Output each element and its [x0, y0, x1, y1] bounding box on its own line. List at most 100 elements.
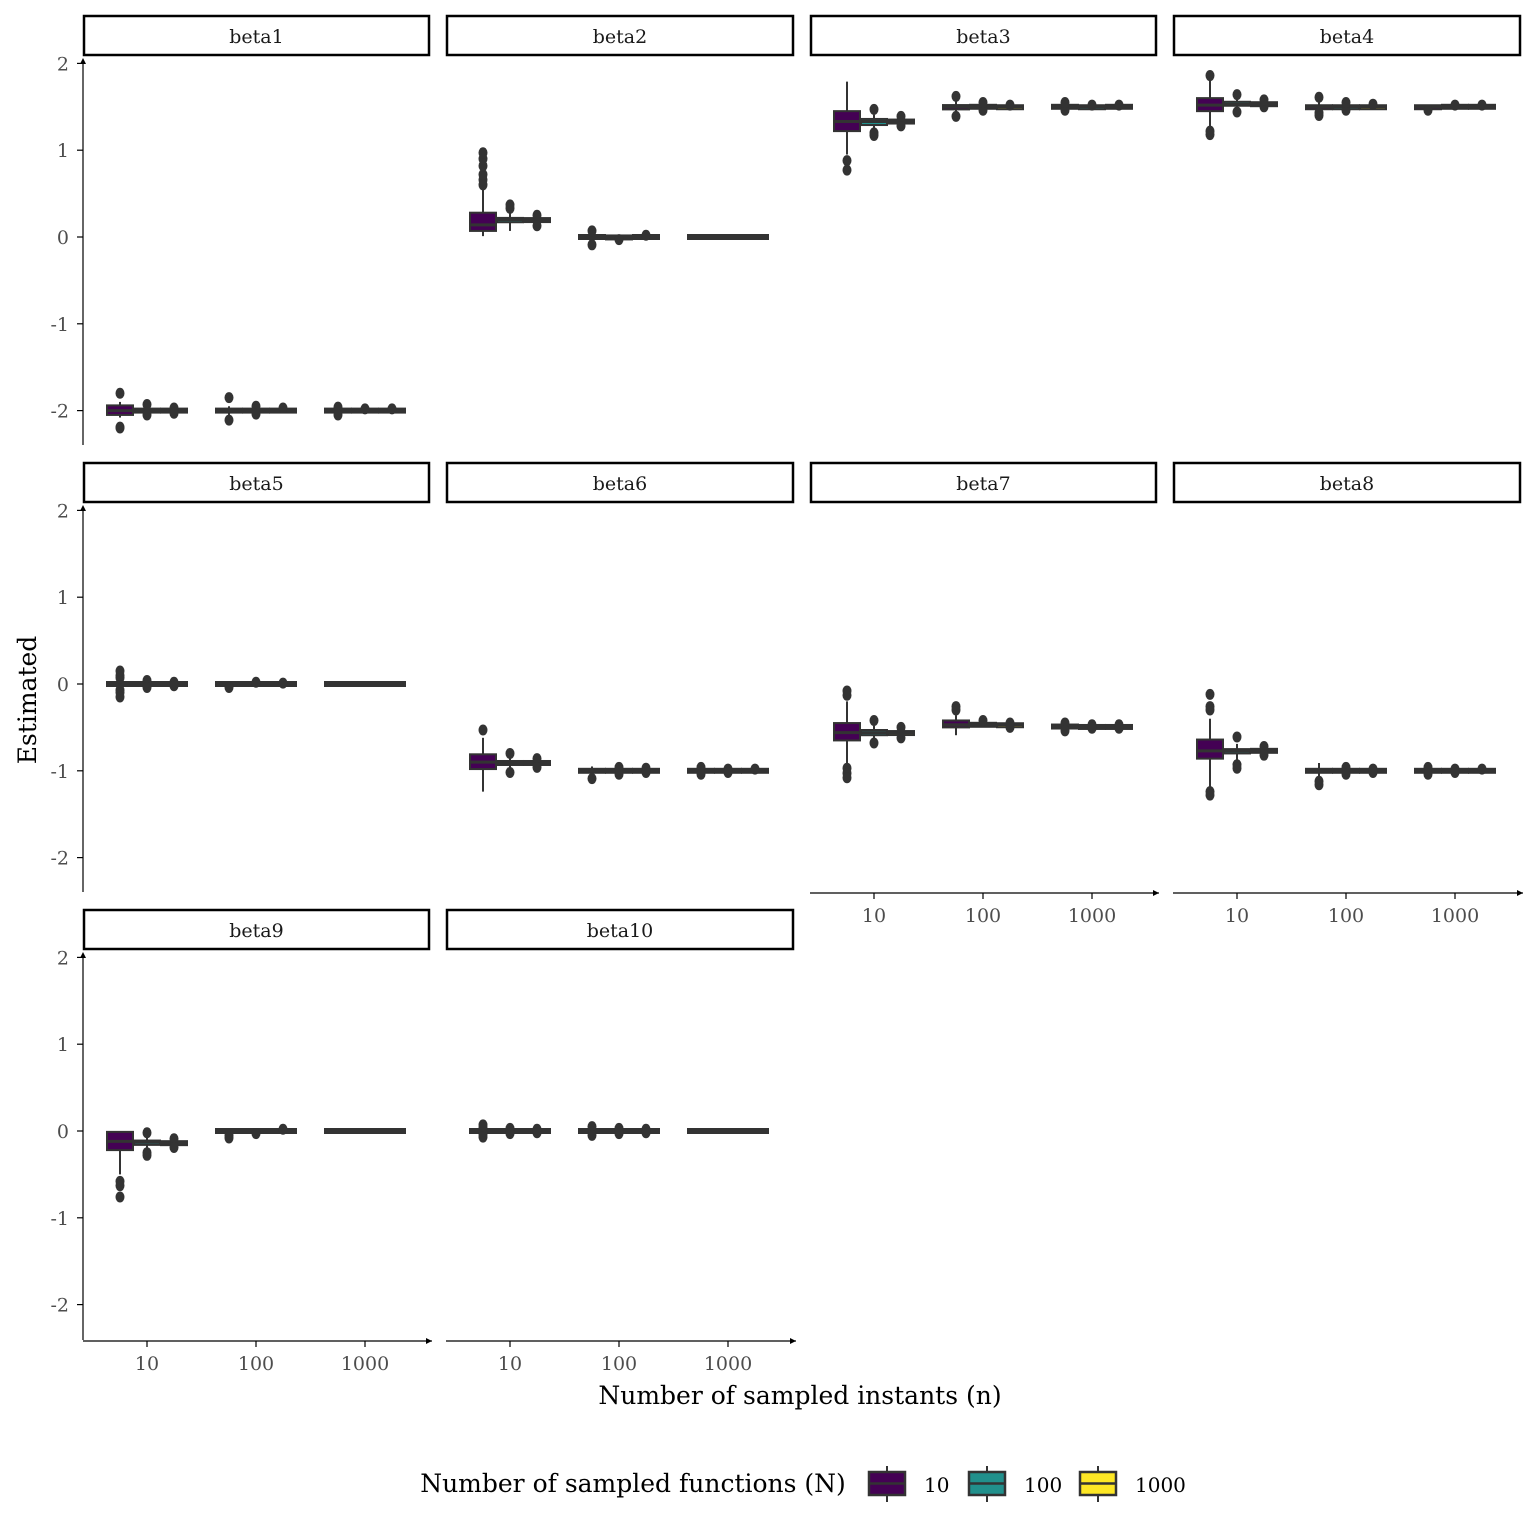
box-beta10-n10-N10	[469, 1119, 497, 1143]
box-beta8-n1000-N1000	[1468, 763, 1496, 775]
outlier-point	[951, 110, 961, 122]
x-tick-label: 10	[498, 1353, 522, 1375]
legend-key-1000: 1000	[1078, 1466, 1186, 1502]
outlier-point	[478, 169, 488, 181]
panel-beta10: beta10 10 100 1000	[445, 908, 796, 1375]
box-beta8-n10-N10	[1196, 688, 1224, 801]
outlier-point	[614, 234, 624, 246]
outlier-point	[1450, 767, 1460, 779]
outlier-point	[978, 714, 988, 726]
box-beta10-n1000-N1000	[741, 1128, 769, 1134]
outlier-point	[1477, 99, 1487, 111]
outlier-point	[224, 1132, 234, 1144]
box-beta6-n10-N10	[469, 724, 497, 792]
x-tick-label: 1000	[1431, 905, 1479, 927]
panel-beta8: beta8 10 100 1000	[1172, 461, 1523, 927]
outlier-point	[532, 753, 542, 765]
outlier-point	[1232, 106, 1242, 118]
outlier-point	[587, 1129, 597, 1141]
panel-beta3: beta3	[809, 14, 1158, 176]
y-tick-label: 1	[57, 1034, 69, 1056]
outlier-point	[1060, 717, 1070, 729]
box-beta6-n100-N1000	[632, 762, 660, 779]
outlier-point	[1314, 107, 1324, 119]
outlier-point	[869, 714, 879, 726]
outlier-point	[614, 1128, 624, 1140]
outlier-point	[505, 747, 515, 759]
box-beta7-n10-N1000	[887, 721, 915, 744]
outlier-point	[1060, 104, 1070, 116]
outlier-point	[224, 681, 234, 693]
outlier-point	[505, 199, 515, 211]
box-beta10-n1000-N100	[714, 1128, 742, 1134]
strip-box	[445, 908, 795, 951]
legend-key-10: 10	[867, 1466, 949, 1502]
strip-label: beta1	[229, 26, 283, 48]
box-beta10-n100-N100	[605, 1122, 633, 1140]
strip-box	[82, 461, 431, 504]
outlier-point	[251, 1128, 261, 1140]
panel-beta6: beta6	[445, 461, 795, 792]
outlier-point	[641, 1127, 651, 1139]
outlier-point	[1259, 94, 1269, 106]
box-beta1-n10-N100	[133, 399, 161, 421]
x-tick-label: 100	[238, 1353, 274, 1375]
strip-box	[809, 14, 1158, 57]
box-beta1-n1000-N1000	[378, 403, 406, 415]
box-beta9-n100-N100	[242, 1128, 270, 1140]
y-tick-label: 0	[57, 227, 69, 249]
box-beta9-n10-N1000	[160, 1133, 188, 1153]
y-axis-arrow	[80, 952, 86, 958]
outlier-point	[169, 1133, 179, 1145]
outlier-point	[869, 737, 879, 749]
legend: Number of sampled functions (N) 10 100 100…	[420, 1466, 1186, 1502]
box-beta6-n100-N10	[578, 766, 606, 785]
outlier-point	[142, 1127, 152, 1139]
box-beta4-n10-N100	[1223, 89, 1251, 118]
x-tick-label: 1000	[341, 1353, 389, 1375]
outlier-point	[951, 704, 961, 716]
x-tick-label: 100	[1328, 905, 1364, 927]
box-beta4-n100-N100	[1332, 96, 1360, 116]
outlier-point	[951, 90, 961, 102]
outlier-point	[1259, 740, 1269, 752]
outlier-point	[360, 403, 370, 415]
y-axis-arrow	[80, 505, 86, 511]
outlier-point	[842, 164, 852, 176]
box-beta10-n100-N10	[578, 1121, 606, 1141]
outlier-point	[478, 147, 488, 159]
box-beta3-n10-N100	[860, 103, 888, 141]
outlier-point	[1232, 89, 1242, 101]
outlier-point	[142, 1149, 152, 1161]
box-beta9-n1000-N10	[324, 1128, 352, 1134]
box-beta4-n1000-N100	[1441, 99, 1469, 111]
box-beta2-n1000-N100	[714, 234, 742, 240]
box-beta2-n100-N10	[578, 225, 606, 251]
box-beta7-n1000-N10	[1051, 717, 1079, 737]
outlier-point	[251, 676, 261, 688]
box-beta6-n100-N100	[605, 761, 633, 780]
box-beta1-n10-N1000	[160, 402, 188, 419]
box	[1196, 738, 1224, 760]
box-beta3-n100-N1000	[996, 99, 1024, 111]
outlier-point	[1005, 99, 1015, 111]
outlier-point	[1114, 722, 1124, 734]
box-beta9-n1000-N1000	[378, 1128, 406, 1134]
y-tick-label: 0	[57, 1121, 69, 1143]
strip-label: beta6	[593, 473, 647, 495]
box-beta1-n100-N100	[242, 400, 270, 420]
outlier-point	[1423, 768, 1433, 780]
outlier-point	[478, 1119, 488, 1131]
outlier-point	[978, 104, 988, 116]
box-beta8-n1000-N10	[1414, 761, 1442, 780]
outlier-point	[1259, 749, 1269, 761]
outlier-point	[115, 665, 125, 677]
box-beta3-n1000-N1000	[1105, 99, 1133, 111]
strip-label: beta5	[229, 473, 283, 495]
y-tick-label: -1	[50, 1208, 69, 1230]
outlier-point	[896, 721, 906, 733]
box-beta9-n100-N1000	[269, 1123, 297, 1135]
outlier-point	[641, 767, 651, 779]
